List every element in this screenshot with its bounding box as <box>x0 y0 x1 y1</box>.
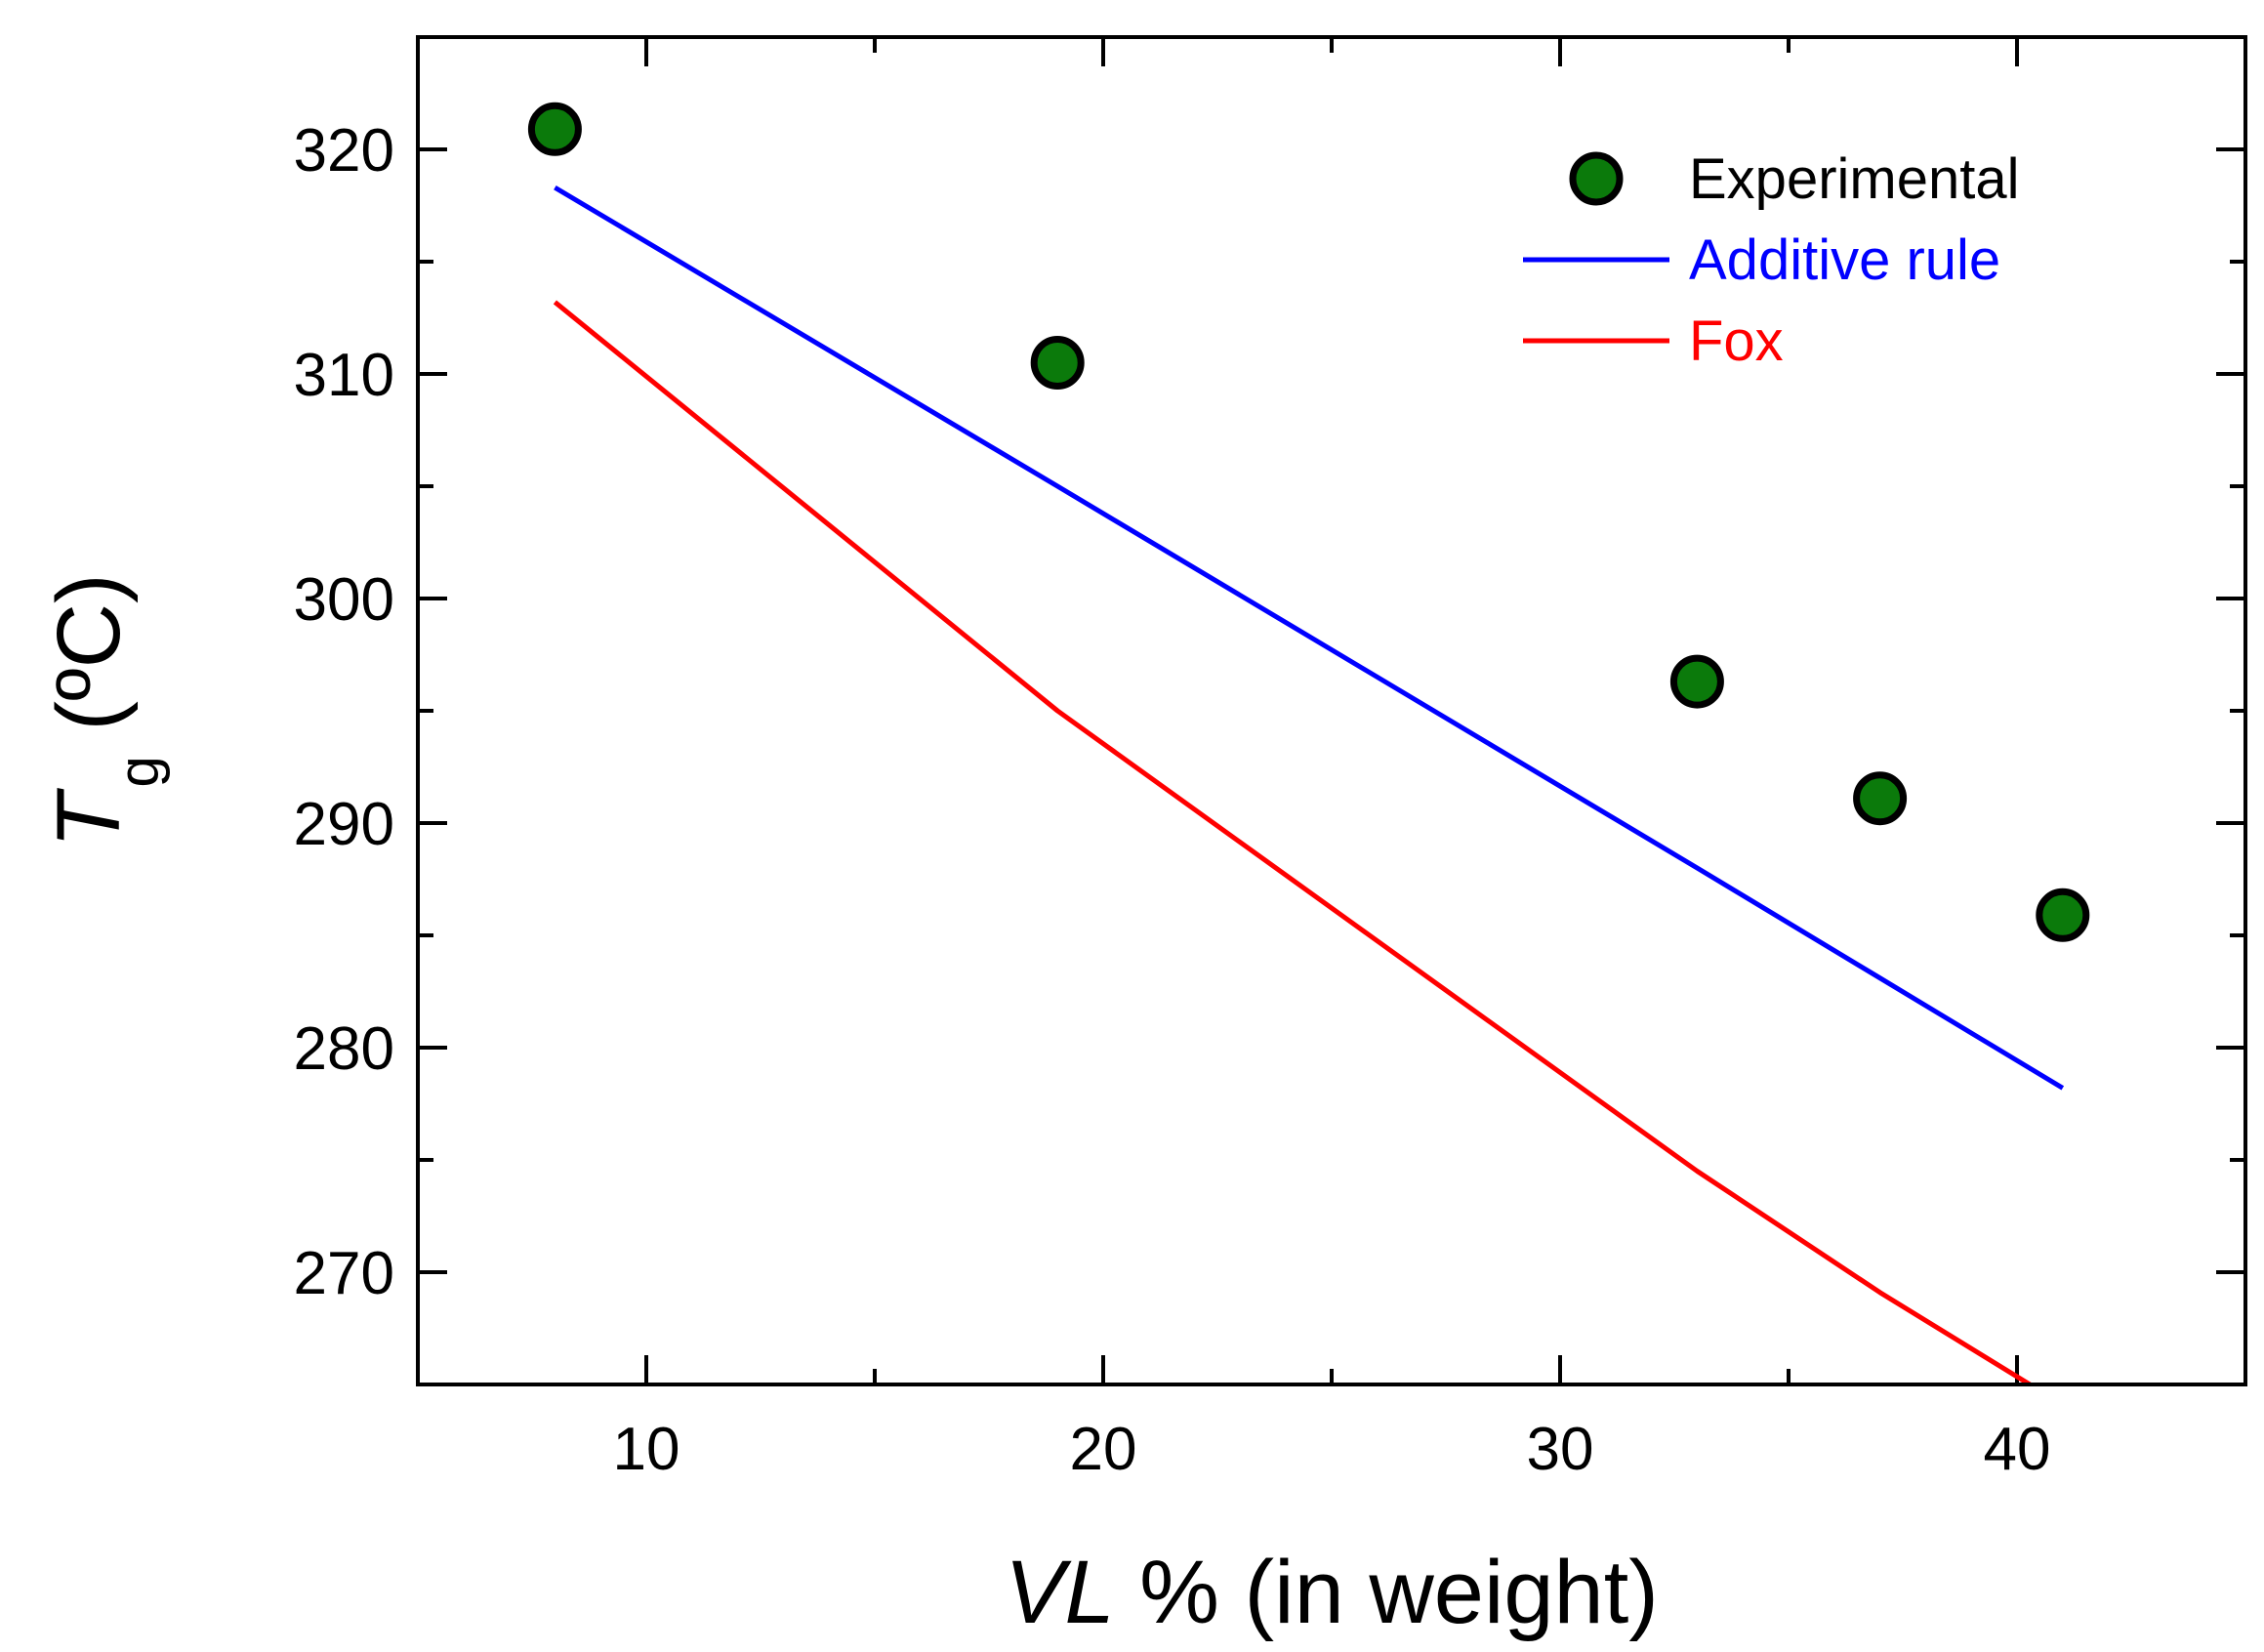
legend-marker-experimental <box>1569 151 1624 206</box>
legend-label-fox: Fox <box>1689 310 1784 373</box>
x-tick-label: 20 <box>1070 1416 1137 1483</box>
data-point-experimental <box>1030 336 1085 390</box>
legend-label-additive-rule: Additive rule <box>1689 228 2000 292</box>
series-line-fox <box>553 300 2035 1384</box>
y-tick-label: 280 <box>294 1015 394 1083</box>
legend-label-experimental: Experimental <box>1689 147 2019 211</box>
series <box>527 102 2090 1384</box>
y-tick-label: 320 <box>294 117 394 185</box>
x-tick-label: 10 <box>613 1416 680 1483</box>
y-tick-label: 310 <box>294 342 394 409</box>
y-axis-title: Tg (ºC) <box>39 573 171 847</box>
x-axis-title-italic: VL <box>1005 1543 1115 1642</box>
svg-text:Tg (ºC): Tg (ºC) <box>39 573 171 847</box>
tick-marks <box>416 37 2247 1384</box>
x-axis-title: VL % (in weight) <box>1005 1543 1659 1642</box>
data-point-experimental <box>2036 888 2090 942</box>
x-tick-label: 40 <box>1984 1416 2051 1483</box>
y-tick-label: 300 <box>294 566 394 634</box>
y-axis-title-subscript: g <box>107 756 171 787</box>
legend: Experimental Additive rule Fox <box>1523 147 2019 373</box>
series-line-additive-rule <box>554 185 2065 1091</box>
data-point-experimental <box>1853 771 1908 826</box>
x-axis-title-rest: % (in weight) <box>1115 1543 1659 1642</box>
data-point-experimental <box>1669 654 1724 709</box>
data-point-experimental <box>527 102 582 156</box>
y-tick-label: 270 <box>294 1240 394 1307</box>
y-axis-title-unit: (ºC) <box>39 573 139 756</box>
y-tick-label: 290 <box>294 791 394 858</box>
tick-labels: 10 20 30 40 270 280 290 300 310 320 <box>294 117 2051 1483</box>
plot-frame <box>416 35 2247 1386</box>
y-axis-title-symbol: T <box>39 788 139 848</box>
x-tick-label: 30 <box>1527 1416 1594 1483</box>
